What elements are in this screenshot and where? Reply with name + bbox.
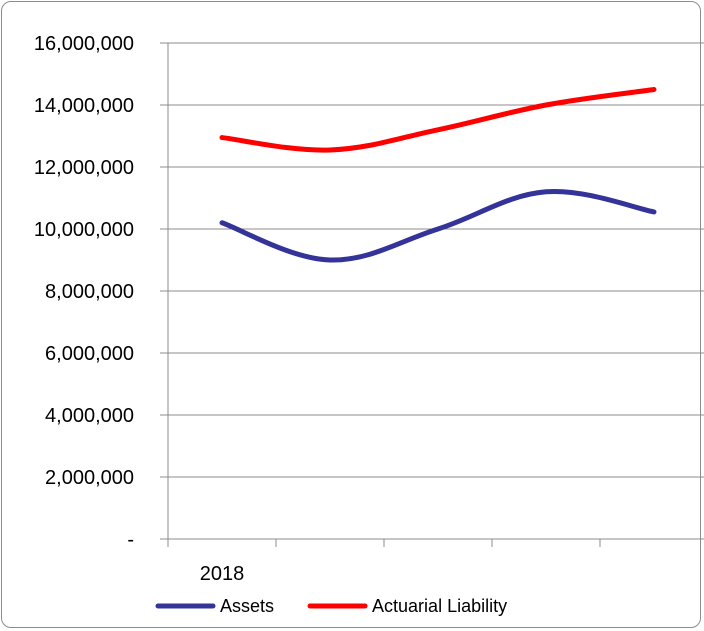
actuarial-liability-series-line bbox=[219, 87, 657, 153]
y-tick-label: 12,000,000 bbox=[34, 157, 134, 179]
y-tick-label: 8,000,000 bbox=[45, 281, 134, 303]
y-tick-label: 16,000,000 bbox=[34, 33, 134, 55]
y-tick-labels: - 2,000,000 4,000,000 6,000,000 8,000,000 10,… bbox=[34, 33, 134, 551]
assets-series-line bbox=[219, 188, 657, 263]
assets-legend-label: Assets bbox=[220, 596, 274, 616]
y-tick-label: 6,000,000 bbox=[45, 343, 134, 365]
series-lines bbox=[219, 87, 657, 263]
actuarial-liability-legend-label: Actuarial Liability bbox=[372, 596, 507, 616]
y-tick-label: 2,000,000 bbox=[45, 467, 134, 489]
y-tick-label: 14,000,000 bbox=[34, 95, 134, 117]
y-tick-label: 4,000,000 bbox=[45, 405, 134, 427]
x-tick-labels: 2018 bbox=[200, 563, 245, 585]
y-tick-label: - bbox=[127, 529, 134, 551]
axes bbox=[160, 42, 704, 547]
y-tick-label: 10,000,000 bbox=[34, 219, 134, 241]
legend: Assets Actuarial Liability bbox=[155, 596, 507, 616]
gridlines bbox=[168, 42, 704, 478]
x-tick-label: 2018 bbox=[200, 563, 245, 585]
